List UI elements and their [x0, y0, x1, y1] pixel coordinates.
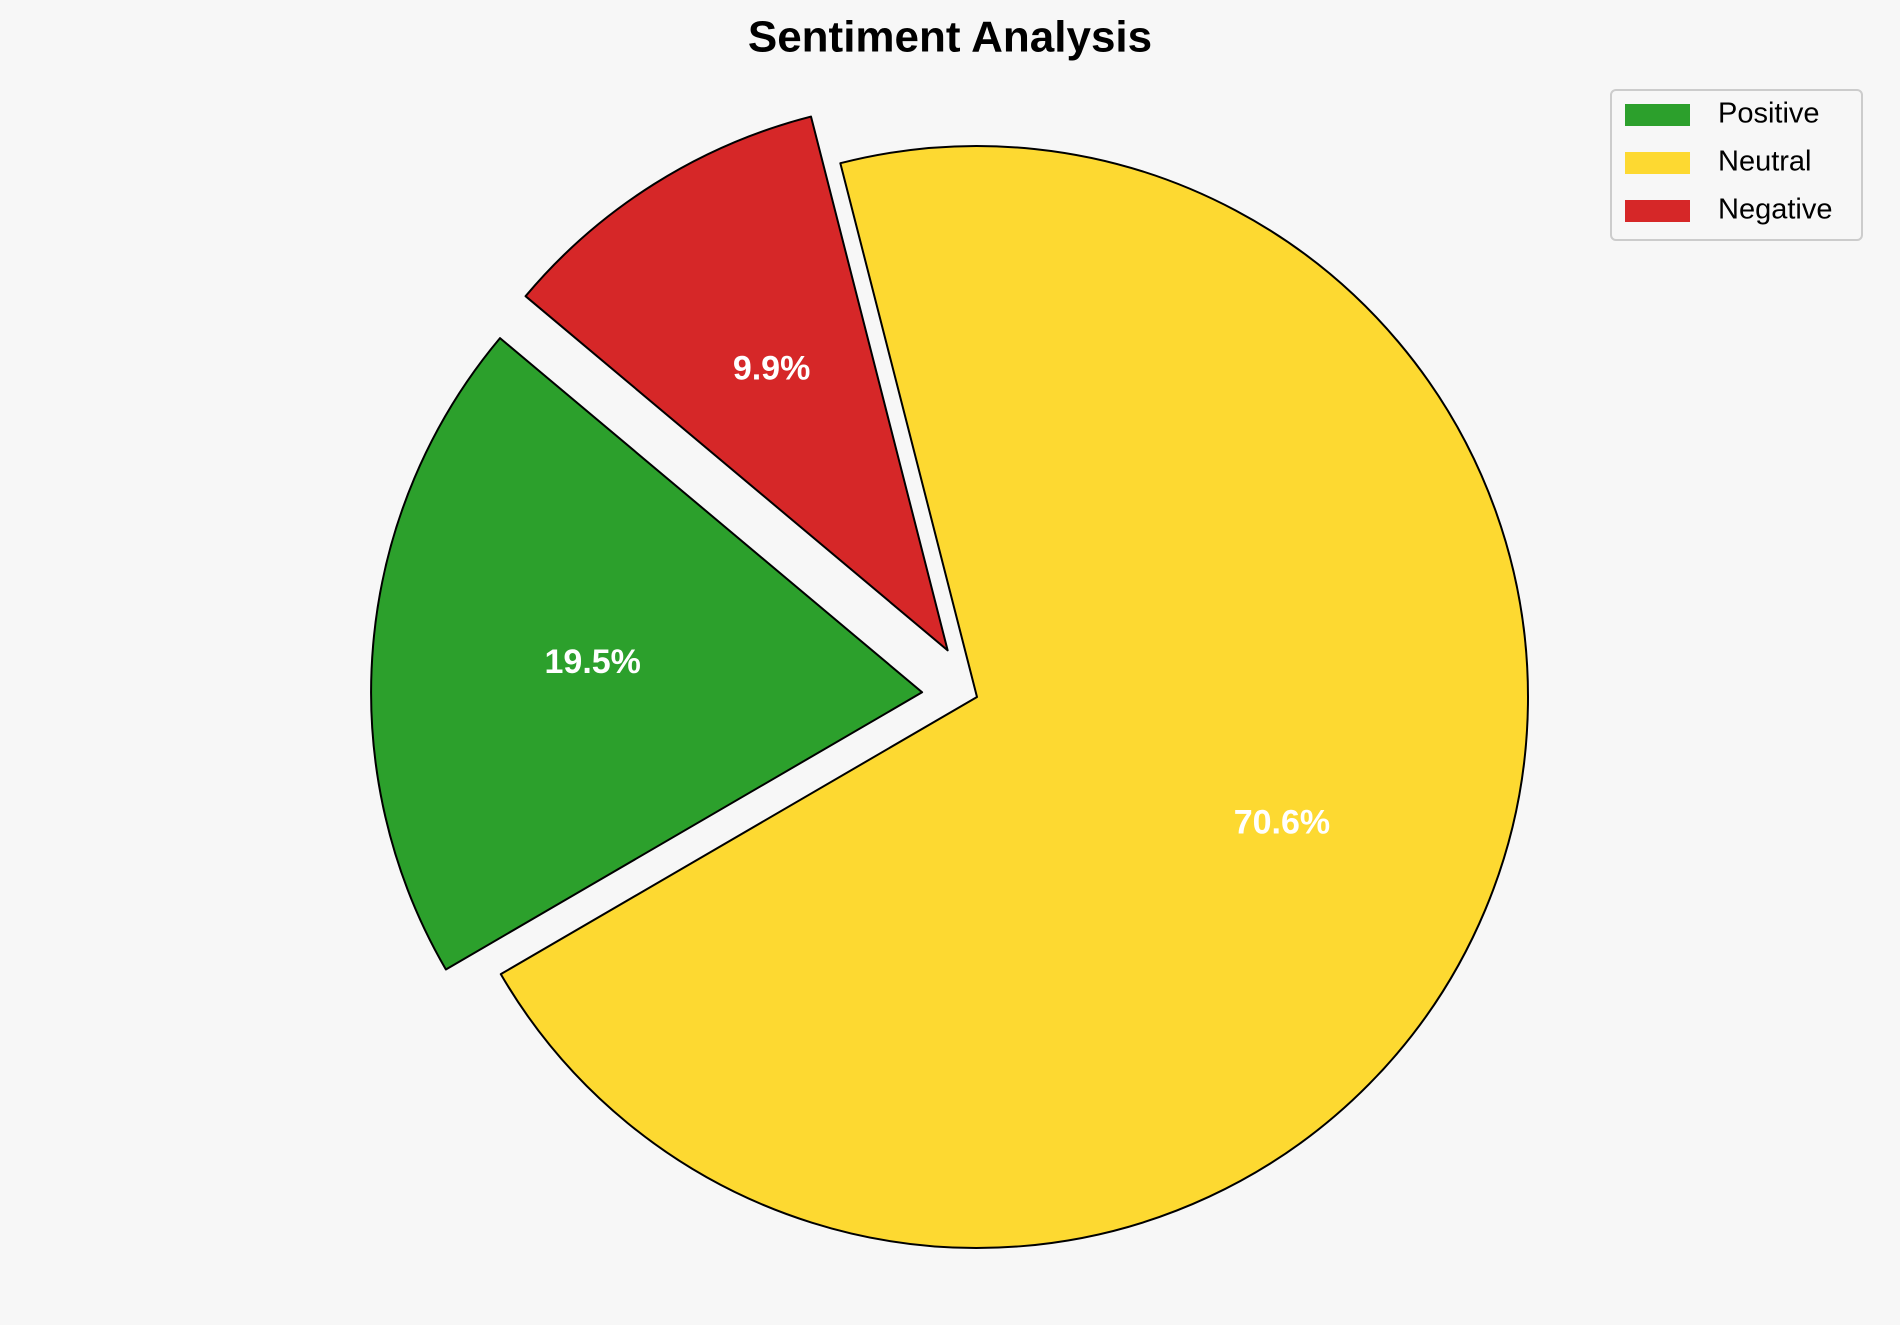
slice-label: 9.9%	[733, 350, 811, 388]
slice-label: 70.6%	[1234, 804, 1330, 842]
legend-swatch	[1625, 152, 1690, 174]
legend-swatch	[1625, 200, 1690, 222]
pie-slice	[370, 337, 924, 971]
slice-label: 19.5%	[545, 643, 641, 681]
legend-swatch	[1625, 104, 1690, 126]
chart-title: Sentiment Analysis	[748, 13, 1152, 62]
legend-label: Neutral	[1718, 146, 1812, 178]
legend-label: Positive	[1718, 98, 1820, 130]
legend-label: Negative	[1718, 194, 1832, 226]
pie-slice	[499, 145, 1529, 1249]
pie-slice	[524, 115, 949, 652]
